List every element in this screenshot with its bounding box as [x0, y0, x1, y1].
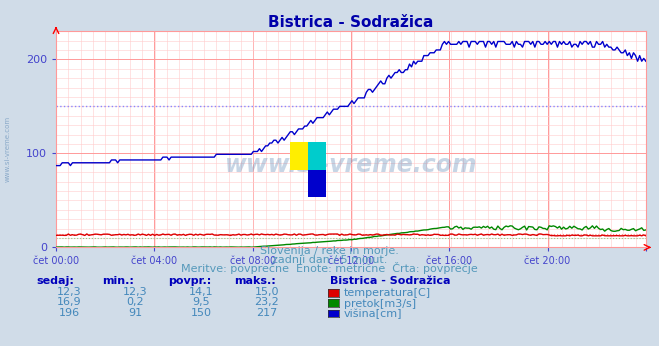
Text: zadnji dan / 5 minut.: zadnji dan / 5 minut.: [272, 255, 387, 265]
Text: višina[cm]: višina[cm]: [344, 309, 403, 319]
Text: povpr.:: povpr.:: [168, 276, 212, 286]
Text: sedaj:: sedaj:: [36, 276, 74, 286]
Text: 12,3: 12,3: [123, 287, 148, 297]
Text: 150: 150: [190, 308, 212, 318]
Text: 91: 91: [128, 308, 142, 318]
Text: maks.:: maks.:: [234, 276, 275, 286]
Text: Meritve: povprečne  Enote: metrične  Črta: povprečje: Meritve: povprečne Enote: metrične Črta:…: [181, 262, 478, 274]
Text: 196: 196: [59, 308, 80, 318]
Text: Bistrica - Sodražica: Bistrica - Sodražica: [330, 276, 450, 286]
Text: 9,5: 9,5: [192, 297, 210, 307]
Text: 23,2: 23,2: [254, 297, 279, 307]
Text: min.:: min.:: [102, 276, 134, 286]
Title: Bistrica - Sodražica: Bistrica - Sodražica: [268, 15, 434, 30]
Text: 217: 217: [256, 308, 277, 318]
Text: www.si-vreme.com: www.si-vreme.com: [225, 153, 477, 177]
Text: 16,9: 16,9: [57, 297, 82, 307]
Text: pretok[m3/s]: pretok[m3/s]: [344, 299, 416, 309]
Text: 12,3: 12,3: [57, 287, 82, 297]
Text: www.si-vreme.com: www.si-vreme.com: [5, 116, 11, 182]
Text: Slovenija / reke in morje.: Slovenija / reke in morje.: [260, 246, 399, 256]
Text: temperatura[C]: temperatura[C]: [344, 289, 431, 298]
Text: 14,1: 14,1: [188, 287, 214, 297]
Text: 0,2: 0,2: [127, 297, 144, 307]
Text: 15,0: 15,0: [254, 287, 279, 297]
